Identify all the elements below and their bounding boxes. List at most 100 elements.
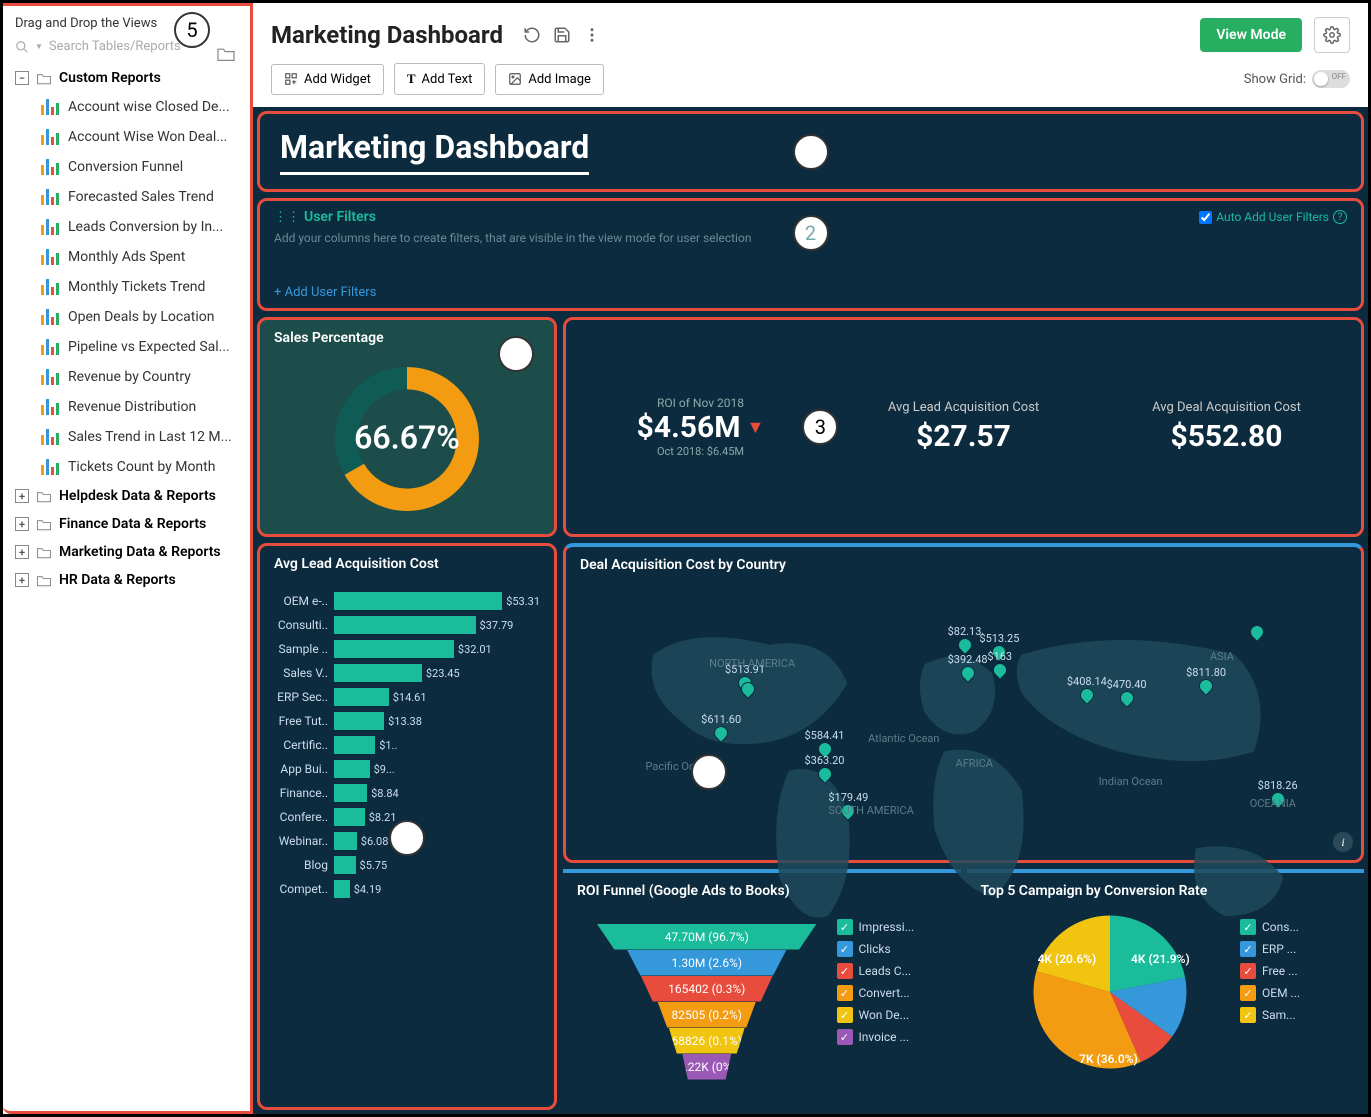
folder-label: Custom Reports xyxy=(59,70,161,86)
new-folder-icon[interactable] xyxy=(216,46,236,62)
info-icon[interactable]: i xyxy=(1333,832,1353,852)
bar-row: ERP Sec..$14.61 xyxy=(274,688,540,706)
folder-label: Marketing Data & Reports xyxy=(59,544,221,560)
map-pin[interactable]: $470.40 xyxy=(1107,678,1147,705)
map-pin[interactable]: $82.13 xyxy=(948,625,982,652)
report-item[interactable]: Monthly Ads Spent xyxy=(3,242,250,272)
bar-value: $32.01 xyxy=(458,643,492,656)
auto-add-checkbox[interactable] xyxy=(1199,211,1212,224)
bar-fill xyxy=(334,784,367,802)
show-grid-toggle[interactable]: Show Grid: xyxy=(1244,70,1350,88)
pin-icon xyxy=(958,664,978,684)
pie-slice-label: 7K (36.0%) xyxy=(1079,1052,1138,1066)
map-region-label: AFRICA xyxy=(956,757,993,770)
legend-item[interactable]: ✓Leads C... xyxy=(837,963,939,979)
pie-chart xyxy=(1025,907,1195,1077)
expand-icon[interactable]: + xyxy=(15,489,29,503)
folder-icon xyxy=(36,574,52,587)
add-user-filters-link[interactable]: + Add User Filters xyxy=(274,285,376,300)
map-pin[interactable] xyxy=(741,682,755,696)
add-image-button[interactable]: Add Image xyxy=(495,64,604,95)
pie-slice-label: 4K (20.6%) xyxy=(1038,952,1097,966)
legend-item[interactable]: ✓Invoice ... xyxy=(837,1029,939,1045)
bar-label: OEM e-.. xyxy=(274,594,334,608)
text-icon: T xyxy=(407,71,416,87)
report-item[interactable]: Pipeline vs Expected Sal... xyxy=(3,332,250,362)
folder-item[interactable]: + Marketing Data & Reports xyxy=(3,538,250,566)
expand-icon[interactable]: + xyxy=(15,573,29,587)
funnel-title: ROI Funnel (Google Ads to Books) xyxy=(577,883,790,899)
sidebar-search[interactable]: ▼ Search Tables/Reports xyxy=(3,39,250,64)
report-item[interactable]: Revenue by Country xyxy=(3,362,250,392)
bar-fill xyxy=(334,856,356,874)
report-item[interactable]: Account wise Closed De... xyxy=(3,92,250,122)
report-item[interactable]: Leads Conversion by In... xyxy=(3,212,250,242)
folder-item[interactable]: +Finance Data & Reports xyxy=(3,510,250,538)
settings-button[interactable] xyxy=(1314,17,1350,53)
report-item[interactable]: Open Deals by Location xyxy=(3,302,250,332)
map-pin[interactable] xyxy=(1250,625,1264,639)
folder-custom-reports[interactable]: − Custom Reports xyxy=(3,64,250,92)
legend-label: Free ... xyxy=(1262,964,1298,978)
bar-fill xyxy=(334,760,370,778)
more-icon[interactable] xyxy=(583,26,601,44)
folder-icon xyxy=(36,490,52,503)
add-text-button[interactable]: T Add Text xyxy=(394,63,486,95)
bar-row: Compet..$4.19 xyxy=(274,880,540,898)
legend-item[interactable]: ✓OEM ... xyxy=(1240,985,1342,1001)
expand-icon[interactable]: + xyxy=(15,545,29,559)
report-label: Revenue by Country xyxy=(68,369,191,385)
view-mode-button[interactable]: View Mode xyxy=(1200,18,1302,52)
report-item[interactable]: Forecasted Sales Trend xyxy=(3,182,250,212)
report-item[interactable]: Tickets Count by Month xyxy=(3,452,250,482)
report-item[interactable]: Account Wise Won Deal... xyxy=(3,122,250,152)
folder-item[interactable]: +HR Data & Reports xyxy=(3,566,250,594)
map-pin[interactable]: $811.80 xyxy=(1186,666,1226,693)
report-item[interactable]: Monthly Tickets Trend xyxy=(3,272,250,302)
legend-item[interactable]: ✓Free ... xyxy=(1240,963,1342,979)
legend-item[interactable]: ✓Sam... xyxy=(1240,1007,1342,1023)
annotation-badge-4b: 4 xyxy=(691,754,727,790)
bar-fill xyxy=(334,592,502,610)
bar-row: Certific..$1.. xyxy=(274,736,540,754)
help-icon[interactable]: ? xyxy=(1333,210,1347,224)
bar-label: Sample .. xyxy=(274,642,334,656)
map-pin[interactable]: $392.48 xyxy=(948,653,988,680)
funnel-step: 82505 (0.2%) xyxy=(647,1002,767,1028)
expand-icon[interactable]: + xyxy=(15,517,29,531)
auto-add-label: Auto Add User Filters xyxy=(1216,210,1329,224)
pin-label: $513.25 xyxy=(979,632,1019,645)
legend-item[interactable]: ✓Convert... xyxy=(837,985,939,1001)
kpi-deal-value: $552.80 xyxy=(1171,419,1283,454)
report-item[interactable]: Revenue Distribution xyxy=(3,392,250,422)
toggle-switch[interactable] xyxy=(1312,70,1350,88)
widget-icon xyxy=(284,72,298,86)
report-item[interactable]: Conversion Funnel xyxy=(3,152,250,182)
annotation-badge-2: 2 xyxy=(793,215,829,251)
auto-add-filters[interactable]: Auto Add User Filters ? xyxy=(1199,210,1347,224)
pin-icon xyxy=(738,679,758,699)
bar-value: $23.45 xyxy=(426,667,460,680)
map-pin[interactable]: $611.60 xyxy=(701,713,741,740)
refresh-icon[interactable] xyxy=(523,26,541,44)
add-widget-button[interactable]: Add Widget xyxy=(271,64,384,95)
kpi-roi-value: $4.56M xyxy=(637,410,741,445)
folder-icon xyxy=(36,72,52,85)
legend-item[interactable]: ✓Won De... xyxy=(837,1007,939,1023)
map-pin[interactable]: $584.41 xyxy=(805,729,845,756)
map-pin[interactable]: $163 xyxy=(987,650,1012,677)
gear-icon xyxy=(1323,26,1341,44)
folder-item[interactable]: +Helpdesk Data & Reports xyxy=(3,482,250,510)
legend-label: Convert... xyxy=(859,986,910,1000)
bar-fill xyxy=(334,688,389,706)
chart-icon xyxy=(41,99,59,115)
bar-row: Sample .. $32.01 xyxy=(274,640,540,658)
save-icon[interactable] xyxy=(553,26,571,44)
legend-label: OEM ... xyxy=(1262,986,1300,1000)
main: Marketing Dashboard View Mode Add Widget… xyxy=(253,3,1368,1114)
map-pin[interactable]: $408.14 xyxy=(1067,675,1107,702)
bar-fill xyxy=(334,664,422,682)
collapse-icon[interactable]: − xyxy=(15,71,29,85)
report-item[interactable]: Sales Trend in Last 12 M... xyxy=(3,422,250,452)
map-pin[interactable]: $363.20 xyxy=(805,754,845,781)
